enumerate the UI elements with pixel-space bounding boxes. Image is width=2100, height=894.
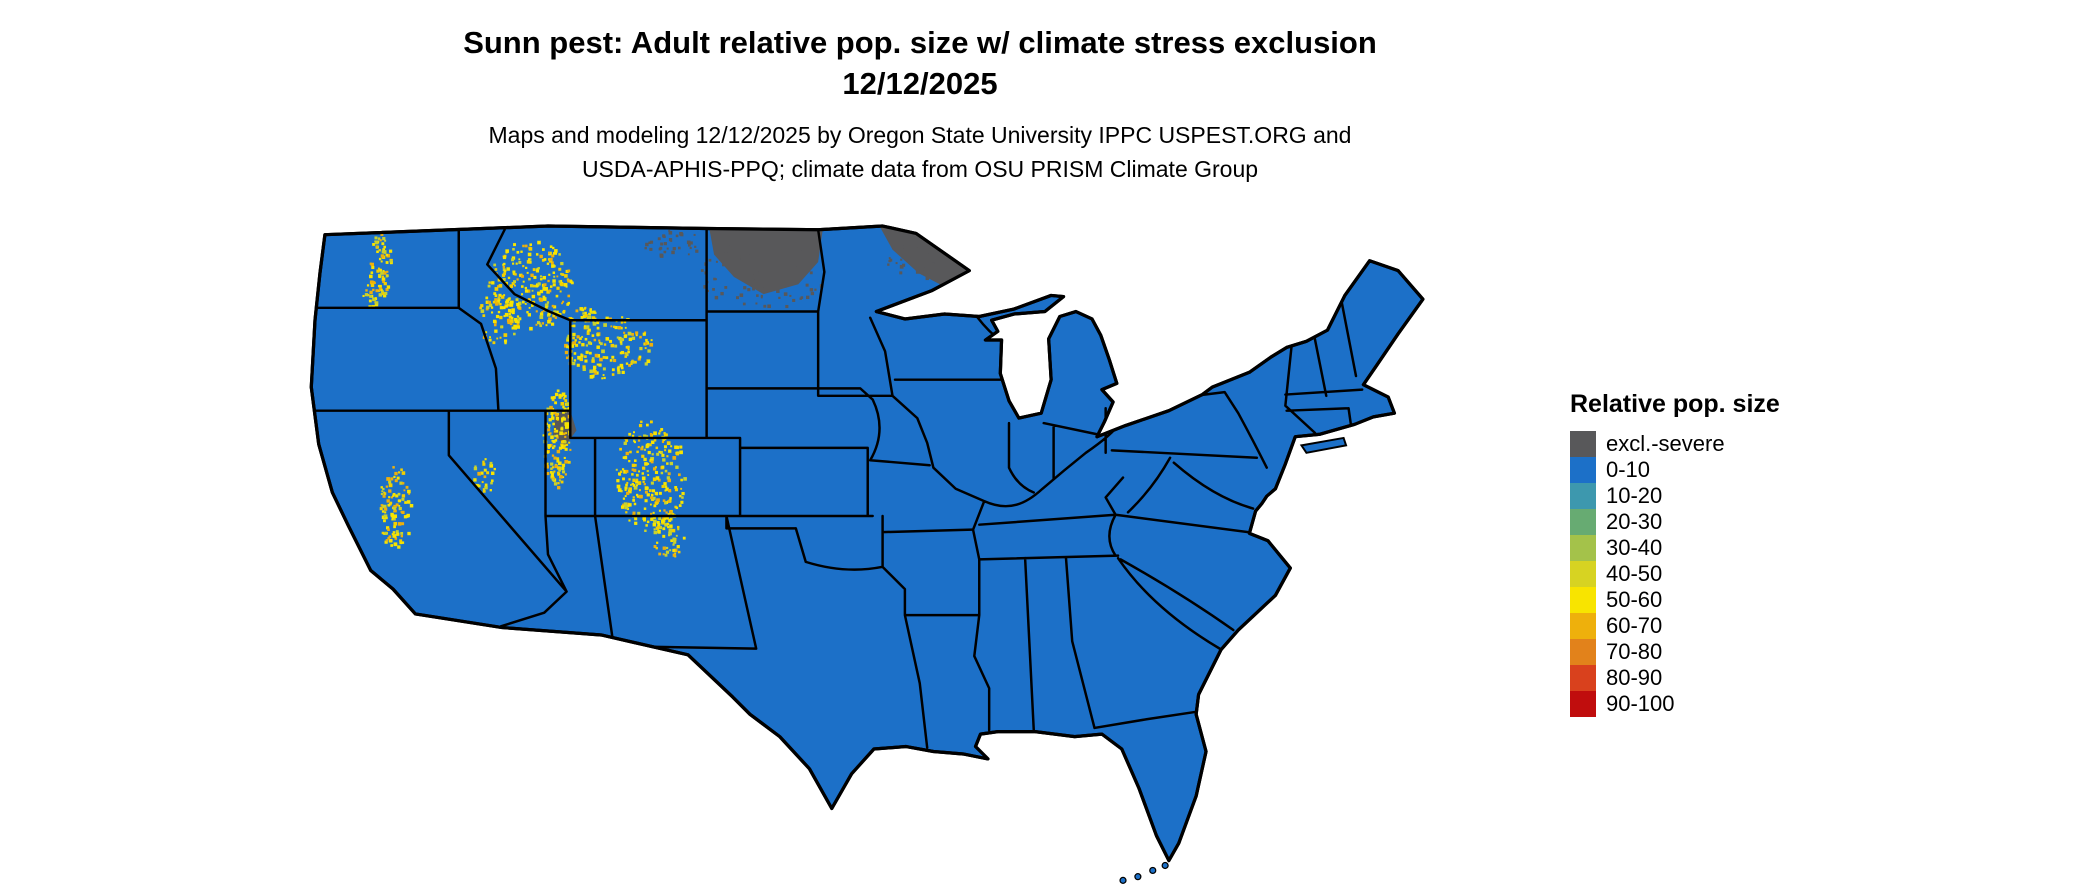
legend-item-label: 20-30 bbox=[1606, 509, 1663, 534]
legend-item-label: excl.-severe bbox=[1606, 431, 1725, 456]
map-title-line2: 12/12/2025 bbox=[842, 66, 998, 101]
legend-swatch bbox=[1570, 639, 1596, 665]
legend-swatch bbox=[1570, 431, 1596, 457]
legend-swatch bbox=[1570, 483, 1596, 509]
legend-item: 30-40 bbox=[1570, 535, 1780, 561]
legend-swatch bbox=[1570, 587, 1596, 613]
legend-item: excl.-severe bbox=[1570, 431, 1780, 457]
legend-swatch bbox=[1570, 561, 1596, 587]
map-container bbox=[300, 200, 1428, 894]
map-legend: Relative pop. size excl.-severe 0-10 10-20… bbox=[1570, 390, 1780, 717]
legend-item-label: 70-80 bbox=[1606, 639, 1663, 664]
legend-item: 20-30 bbox=[1570, 509, 1780, 535]
legend-item: 40-50 bbox=[1570, 561, 1780, 587]
legend-item-label: 40-50 bbox=[1606, 561, 1663, 586]
legend-item-label: 50-60 bbox=[1606, 587, 1663, 612]
map-title-line1: Sunn pest: Adult relative pop. size w/ c… bbox=[463, 25, 1377, 60]
legend-title: Relative pop. size bbox=[1570, 390, 1780, 418]
legend-item: 10-20 bbox=[1570, 483, 1780, 509]
legend-swatch bbox=[1570, 613, 1596, 639]
legend-item: 70-80 bbox=[1570, 639, 1780, 665]
legend-item: 0-10 bbox=[1570, 457, 1780, 483]
legend-swatch bbox=[1570, 665, 1596, 691]
legend-item: 90-100 bbox=[1570, 691, 1780, 717]
map-subtitle-line1: Maps and modeling 12/12/2025 by Oregon S… bbox=[488, 122, 1352, 148]
legend-item-label: 0-10 bbox=[1606, 457, 1651, 482]
state-borders bbox=[311, 228, 1364, 750]
legend-item: 80-90 bbox=[1570, 665, 1780, 691]
florida-keys bbox=[1119, 861, 1169, 884]
us-map bbox=[309, 224, 1425, 884]
legend-item: 60-70 bbox=[1570, 613, 1780, 639]
map-subtitle-line2: USDA-APHIS-PPQ; climate data from OSU PR… bbox=[581, 156, 1259, 182]
long-island bbox=[1299, 436, 1348, 454]
legend-swatch bbox=[1570, 457, 1596, 483]
legend-swatch bbox=[1570, 691, 1596, 717]
legend-item-label: 80-90 bbox=[1606, 665, 1663, 690]
legend-item: 50-60 bbox=[1570, 587, 1780, 613]
legend-item-label: 90-100 bbox=[1606, 691, 1675, 716]
legend-swatch bbox=[1570, 535, 1596, 561]
map-header: Sunn pest: Adult relative pop. size w/ c… bbox=[0, 22, 1840, 186]
legend-item-label: 30-40 bbox=[1606, 535, 1663, 560]
legend-item-label: 60-70 bbox=[1606, 613, 1663, 638]
us-outline-stroke bbox=[309, 224, 1425, 863]
legend-items: excl.-severe 0-10 10-20 20-30 30-40 40-50 50-6… bbox=[1570, 431, 1780, 717]
legend-swatch bbox=[1570, 509, 1596, 535]
legend-item-label: 10-20 bbox=[1606, 483, 1663, 508]
